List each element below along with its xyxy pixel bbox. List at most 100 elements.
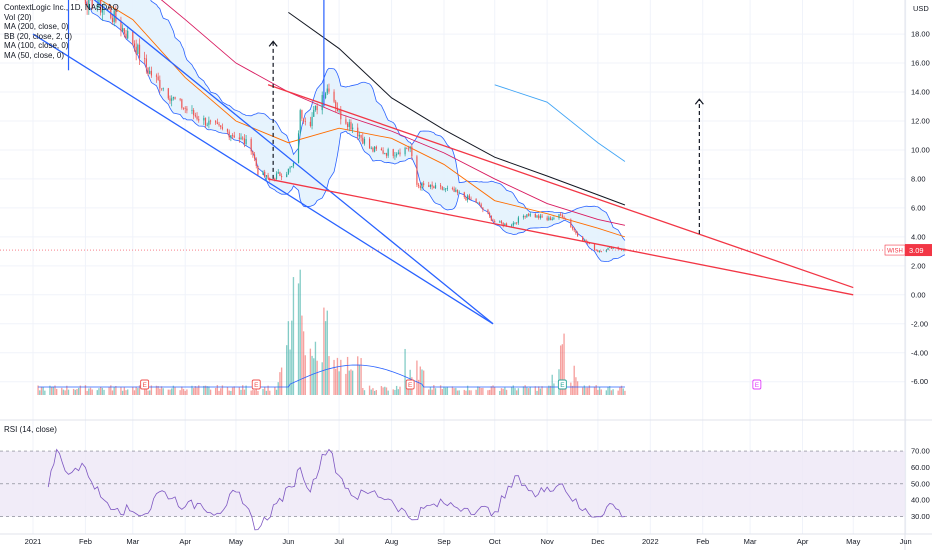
legend-vol[interactable]: Vol (20) [4,12,32,22]
time-tick-label: 2021 [25,537,42,546]
candle-body [309,121,311,126]
candle-body [287,168,289,175]
candle-body [487,209,489,214]
time-tick-label: May [846,537,860,546]
blue-channel-lower-line [32,33,494,325]
candle-body [548,217,550,220]
candle-body [84,0,87,4]
volume-bar [553,383,555,395]
legend-ma200[interactable]: MA (200, close, 0) [4,22,69,32]
legend-ma100[interactable]: MA (100, close, 0) [4,41,69,51]
volume-bar [192,388,195,395]
volume-bar [174,387,176,395]
candle-body [311,116,313,126]
volume-bar [103,389,105,395]
candle-body [522,215,525,218]
volume-bar [600,389,602,395]
candle-body [186,108,188,111]
bollinger-lower-line [84,0,626,263]
candle-body [409,146,411,149]
candle-body [144,57,146,59]
projection-arrow-head [268,40,278,47]
volume-bar [62,389,65,395]
candle-body [162,88,164,90]
volume-bar [607,386,609,395]
candles [76,0,626,253]
volume-bar [619,387,621,395]
volume-bar [451,386,454,395]
volume-bar [162,388,164,395]
volume-bar [77,387,80,395]
candle-body [418,184,420,186]
candle-body [345,119,347,124]
volume-bar [338,371,340,395]
volume-bar [510,386,513,395]
candle-body [375,146,377,149]
time-tick-label: Oct [489,537,502,546]
candle-body [182,107,185,109]
rsi-label[interactable]: RSI (14, close) [4,425,57,434]
candle-body [215,120,217,123]
volume-bar [101,387,104,395]
price-tick-label: 6.00 [911,203,926,212]
volume-bar [49,385,51,395]
volume-bar [610,390,613,395]
volume-bar [395,385,398,395]
volume-bar [439,385,442,395]
volume-bar [209,389,212,395]
volume-bar [463,389,465,395]
volume-bar [50,386,53,395]
volume-bar [458,390,460,395]
legend-symbol[interactable]: ContextLogic Inc., 1D, NASDAQ [4,3,119,12]
candle-body [610,246,613,249]
volume-bar [253,390,256,395]
candle-body [605,249,607,252]
candle-body [262,171,264,175]
candle-body [238,137,240,140]
candle-body [120,21,122,32]
volume-bar [504,387,506,395]
volume-bar [453,388,455,395]
candle-body [441,186,443,190]
volume-bar [86,390,88,395]
volume-bar [127,389,129,395]
candle-body [314,106,317,110]
rsi-pane [0,448,905,531]
candle-body [357,127,359,137]
rsi-tick-label: 30.00 [911,512,930,521]
volume-bar [570,382,572,395]
candle-body [218,123,220,126]
volume-bar [609,386,611,395]
volume-bar [137,388,139,395]
legend-ma50[interactable]: MA (50, close, 0) [4,50,65,60]
legend-bb[interactable]: BB (20, close, 2, 0) [4,31,73,41]
time-tick-label: Jul [334,537,344,546]
volume-bar [218,390,220,395]
candle-body [160,88,163,90]
candle-body [313,109,315,117]
time-tick-label: 2022 [642,537,659,546]
price-pane [32,0,854,395]
candle-body [538,215,540,218]
volume-bar [309,348,312,395]
blue-channel-upper-line [93,0,494,325]
volume-bar [505,389,508,395]
candle-body [265,175,267,177]
candle-body [384,153,386,154]
rsi-tick-label: 50.00 [911,479,930,488]
volume-bar [230,390,232,395]
volume-bar [203,385,205,395]
candle-body [539,215,541,218]
volume-bar [446,386,449,395]
candle-body [526,214,528,218]
candle-body [184,107,186,109]
time-tick-label: May [229,537,243,546]
candle-body [475,198,477,203]
candle-body [336,107,339,112]
time-tick-label: Aug [385,537,398,546]
ma200-line [288,11,626,206]
price-tick-label: 8.00 [911,174,926,183]
